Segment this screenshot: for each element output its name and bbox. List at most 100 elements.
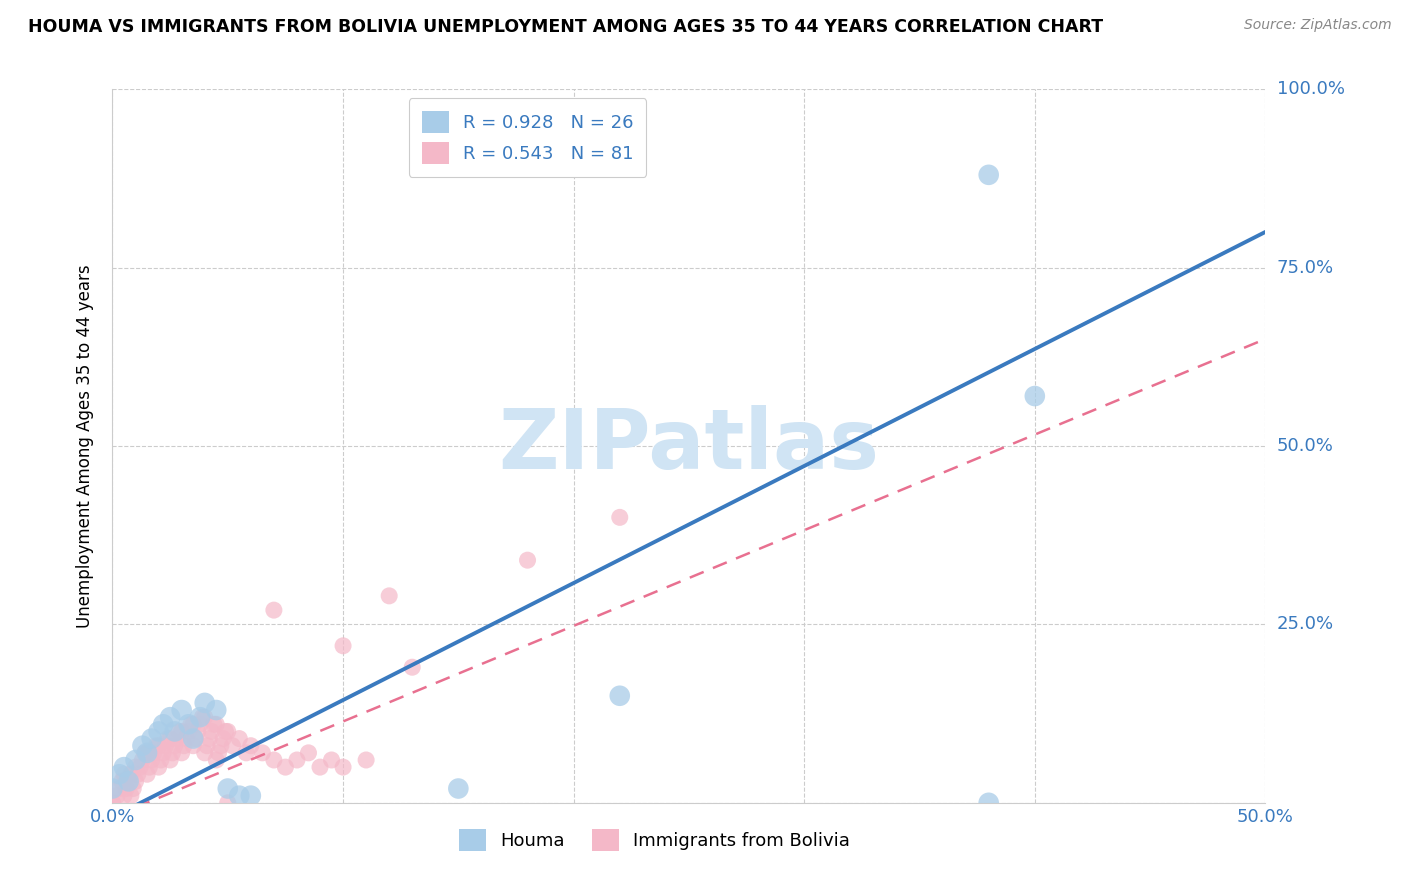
Point: [1024, 389, 1046, 403]
Point: [112, 789, 135, 803]
Point: [194, 746, 217, 760]
Point: [252, 746, 274, 760]
Point: [188, 710, 211, 724]
Point: [401, 660, 423, 674]
Point: [117, 774, 139, 789]
Point: [184, 731, 207, 746]
Point: [148, 739, 170, 753]
Text: 25.0%: 25.0%: [1277, 615, 1334, 633]
Point: [332, 639, 354, 653]
Point: [205, 717, 228, 731]
Point: [188, 717, 211, 731]
Point: [609, 510, 631, 524]
Point: [101, 781, 124, 796]
Point: [159, 710, 181, 724]
Point: [309, 760, 332, 774]
Point: [263, 603, 285, 617]
Point: [205, 703, 228, 717]
Text: 50.0%: 50.0%: [1277, 437, 1333, 455]
Point: [274, 760, 297, 774]
Point: [136, 767, 159, 781]
Point: [173, 739, 195, 753]
Point: [143, 746, 166, 760]
Point: [187, 724, 209, 739]
Point: [112, 760, 135, 774]
Point: [124, 760, 146, 774]
Point: [112, 767, 135, 781]
Point: [207, 746, 229, 760]
Point: [321, 753, 343, 767]
Point: [194, 696, 217, 710]
Point: [212, 731, 235, 746]
Point: [131, 739, 153, 753]
Point: [136, 746, 159, 760]
Point: [129, 760, 152, 774]
Point: [101, 796, 124, 810]
Legend: Houma, Immigrants from Bolivia: Houma, Immigrants from Bolivia: [451, 822, 858, 858]
Point: [191, 710, 214, 724]
Point: [285, 753, 308, 767]
Point: [181, 731, 204, 746]
Point: [209, 739, 232, 753]
Point: [195, 739, 218, 753]
Point: [148, 724, 170, 739]
Point: [145, 739, 167, 753]
Point: [201, 724, 224, 739]
Point: [159, 753, 181, 767]
Point: [124, 753, 146, 767]
Point: [181, 739, 204, 753]
Point: [170, 724, 193, 739]
Text: 100.0%: 100.0%: [1277, 80, 1344, 98]
Point: [228, 731, 250, 746]
Point: [170, 746, 193, 760]
Point: [217, 796, 239, 810]
Point: [170, 703, 193, 717]
Text: HOUMA VS IMMIGRANTS FROM BOLIVIA UNEMPLOYMENT AMONG AGES 35 TO 44 YEARS CORRELAT: HOUMA VS IMMIGRANTS FROM BOLIVIA UNEMPLO…: [28, 18, 1104, 36]
Point: [297, 746, 319, 760]
Point: [977, 796, 1000, 810]
Text: 75.0%: 75.0%: [1277, 259, 1334, 277]
Point: [217, 781, 239, 796]
Point: [134, 746, 156, 760]
Text: Source: ZipAtlas.com: Source: ZipAtlas.com: [1244, 18, 1392, 32]
Point: [108, 781, 131, 796]
Point: [120, 789, 142, 803]
Point: [159, 731, 181, 746]
Point: [122, 781, 145, 796]
Point: [221, 739, 243, 753]
Point: [239, 739, 262, 753]
Point: [181, 717, 204, 731]
Point: [101, 796, 124, 810]
Point: [177, 724, 200, 739]
Point: [235, 746, 257, 760]
Point: [124, 774, 146, 789]
Point: [105, 789, 128, 803]
Point: [163, 724, 186, 739]
Point: [977, 168, 1000, 182]
Point: [169, 724, 191, 739]
Point: [136, 746, 159, 760]
Point: [205, 753, 228, 767]
Point: [163, 739, 186, 753]
Point: [194, 710, 217, 724]
Point: [332, 760, 354, 774]
Point: [202, 717, 225, 731]
Point: [141, 731, 163, 746]
Point: [149, 753, 172, 767]
Point: [131, 753, 153, 767]
Point: [166, 731, 188, 746]
Text: ZIPatlas: ZIPatlas: [499, 406, 879, 486]
Point: [138, 760, 160, 774]
Point: [609, 689, 631, 703]
Point: [127, 767, 149, 781]
Point: [516, 553, 538, 567]
Point: [214, 724, 236, 739]
Point: [156, 731, 179, 746]
Point: [155, 739, 177, 753]
Point: [263, 753, 285, 767]
Point: [111, 774, 134, 789]
Point: [177, 717, 200, 731]
Y-axis label: Unemployment Among Ages 35 to 44 years: Unemployment Among Ages 35 to 44 years: [76, 264, 94, 628]
Point: [117, 774, 139, 789]
Point: [174, 731, 197, 746]
